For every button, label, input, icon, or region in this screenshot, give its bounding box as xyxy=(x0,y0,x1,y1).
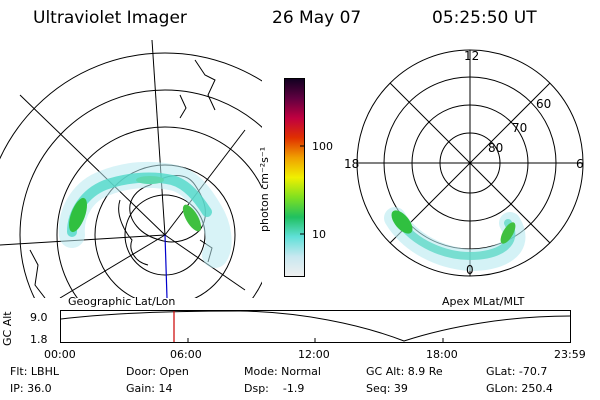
coastline xyxy=(118,199,149,266)
meridian-line xyxy=(59,234,166,298)
altitude-ytick-1.8: 1.8 xyxy=(30,333,48,346)
mlt-label-12: 12 xyxy=(464,49,479,63)
aurora-bright-spot xyxy=(500,222,516,244)
colorbar-tick-10: 10 xyxy=(312,228,326,241)
right-panel-caption: Apex MLat/MLT xyxy=(442,295,525,308)
date-label: 26 May 07 xyxy=(272,8,362,28)
altitude-xtick: 23:59 xyxy=(554,348,586,361)
mlat-label-70: 70 xyxy=(512,121,527,135)
aurora-bright-spot xyxy=(68,197,88,233)
mlt-label-18: 18 xyxy=(344,157,359,171)
geographic-map xyxy=(0,40,262,299)
gc-alt-status: GC Alt: 8.9 Re xyxy=(366,365,443,378)
altitude-ylabel: GC Alt xyxy=(1,311,14,346)
altitude-curve xyxy=(60,310,571,342)
glat-status: GLat: -70.7 xyxy=(486,365,548,378)
seq-status: Seq: 39 xyxy=(366,382,408,395)
lat-circle xyxy=(19,89,262,298)
altitude-xtick: 00:00 xyxy=(44,348,76,361)
meridian-line xyxy=(151,40,166,236)
mlat-label-60: 60 xyxy=(536,97,551,111)
altitude-xtick: 06:00 xyxy=(170,348,202,361)
mlt-label-0: 0 xyxy=(466,263,474,277)
coastline xyxy=(179,94,187,119)
lat-circle xyxy=(0,52,262,160)
gain-status: Gain: 14 xyxy=(126,382,173,395)
left-panel-caption: Geographic Lat/Lon xyxy=(68,295,176,308)
aurora-bright-spot xyxy=(136,176,164,184)
instrument-title: Ultraviolet Imager xyxy=(33,8,187,28)
colorbar-unit-label: photon cm⁻²s⁻¹ xyxy=(258,146,271,232)
time-label: 05:25:50 UT xyxy=(432,8,537,28)
spacecraft-nadir-line xyxy=(164,234,168,299)
altitude-plot: GC Alt 9.0 1.8 00:00 06:00 12:00 18:00 2… xyxy=(1,310,586,361)
dsp-status: Dsp: -1.9 xyxy=(244,382,305,395)
aurora-bright-spot xyxy=(182,204,202,232)
altitude-xtick: 12:00 xyxy=(298,348,330,361)
polar-mlt-plot: 12 18 6 0 60 70 80 xyxy=(344,49,584,277)
colorbar xyxy=(284,78,305,277)
coastline xyxy=(194,59,216,111)
lat-circle xyxy=(124,194,206,276)
filter-status: Flt: LBHL xyxy=(10,365,59,378)
aurora-oval xyxy=(394,216,516,261)
mlt-label-6: 6 xyxy=(576,157,584,171)
coastline xyxy=(29,249,46,298)
mlat-label-80: 80 xyxy=(488,141,503,155)
meridian-line xyxy=(19,94,166,236)
aurora-bright-spot xyxy=(391,210,413,234)
altitude-ytick-9: 9.0 xyxy=(30,311,48,324)
glon-status: GLon: 250.4 xyxy=(486,382,553,395)
colorbar-tick-100: 100 xyxy=(312,140,333,153)
door-status: Door: Open xyxy=(126,365,189,378)
altitude-xtick: 18:00 xyxy=(426,348,458,361)
lat-circle xyxy=(56,126,262,298)
ip-status: IP: 36.0 xyxy=(10,382,52,395)
mode-status: Mode: Normal xyxy=(244,365,321,378)
